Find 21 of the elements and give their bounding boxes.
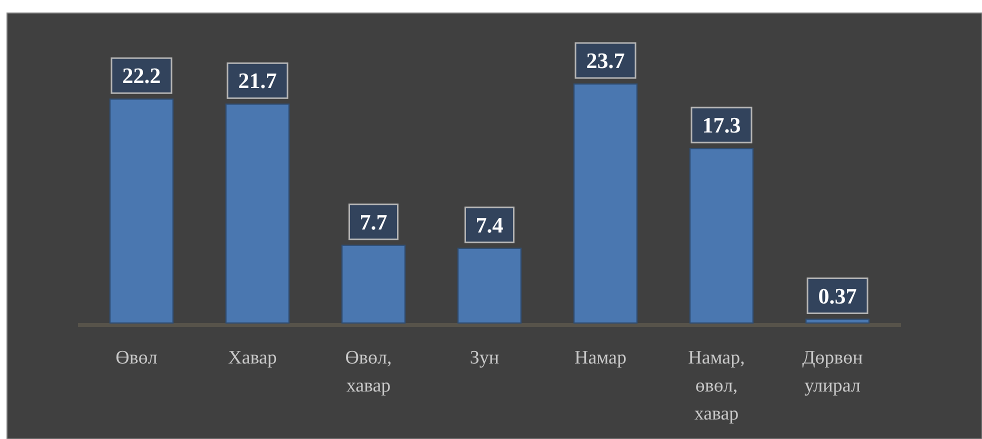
bar (341, 244, 406, 324)
data-label: 7.7 (360, 209, 388, 234)
x-tick-label: Дөрвөн улирал (802, 348, 863, 397)
bar (573, 83, 638, 324)
x-tick-label: Өвөл, хавар (345, 348, 392, 397)
x-tick-label: Өвөл (116, 348, 158, 369)
x-tick-label: Хавар (228, 348, 277, 369)
x-tick-label: Намар, өвөл, хавар (688, 348, 745, 425)
data-label: 22.2 (122, 63, 161, 88)
bar (109, 98, 174, 324)
data-label: 0.37 (818, 283, 857, 308)
bar (457, 248, 522, 324)
data-label: 7.4 (476, 212, 504, 238)
x-tick-label: Намар (574, 348, 626, 369)
x-tick-label: Зун (470, 348, 500, 369)
bar (805, 318, 870, 324)
data-label: 17.3 (702, 112, 741, 138)
bar (689, 148, 754, 324)
data-label: 23.7 (586, 48, 625, 73)
bar (225, 104, 290, 324)
data-label: 21.7 (238, 68, 277, 94)
